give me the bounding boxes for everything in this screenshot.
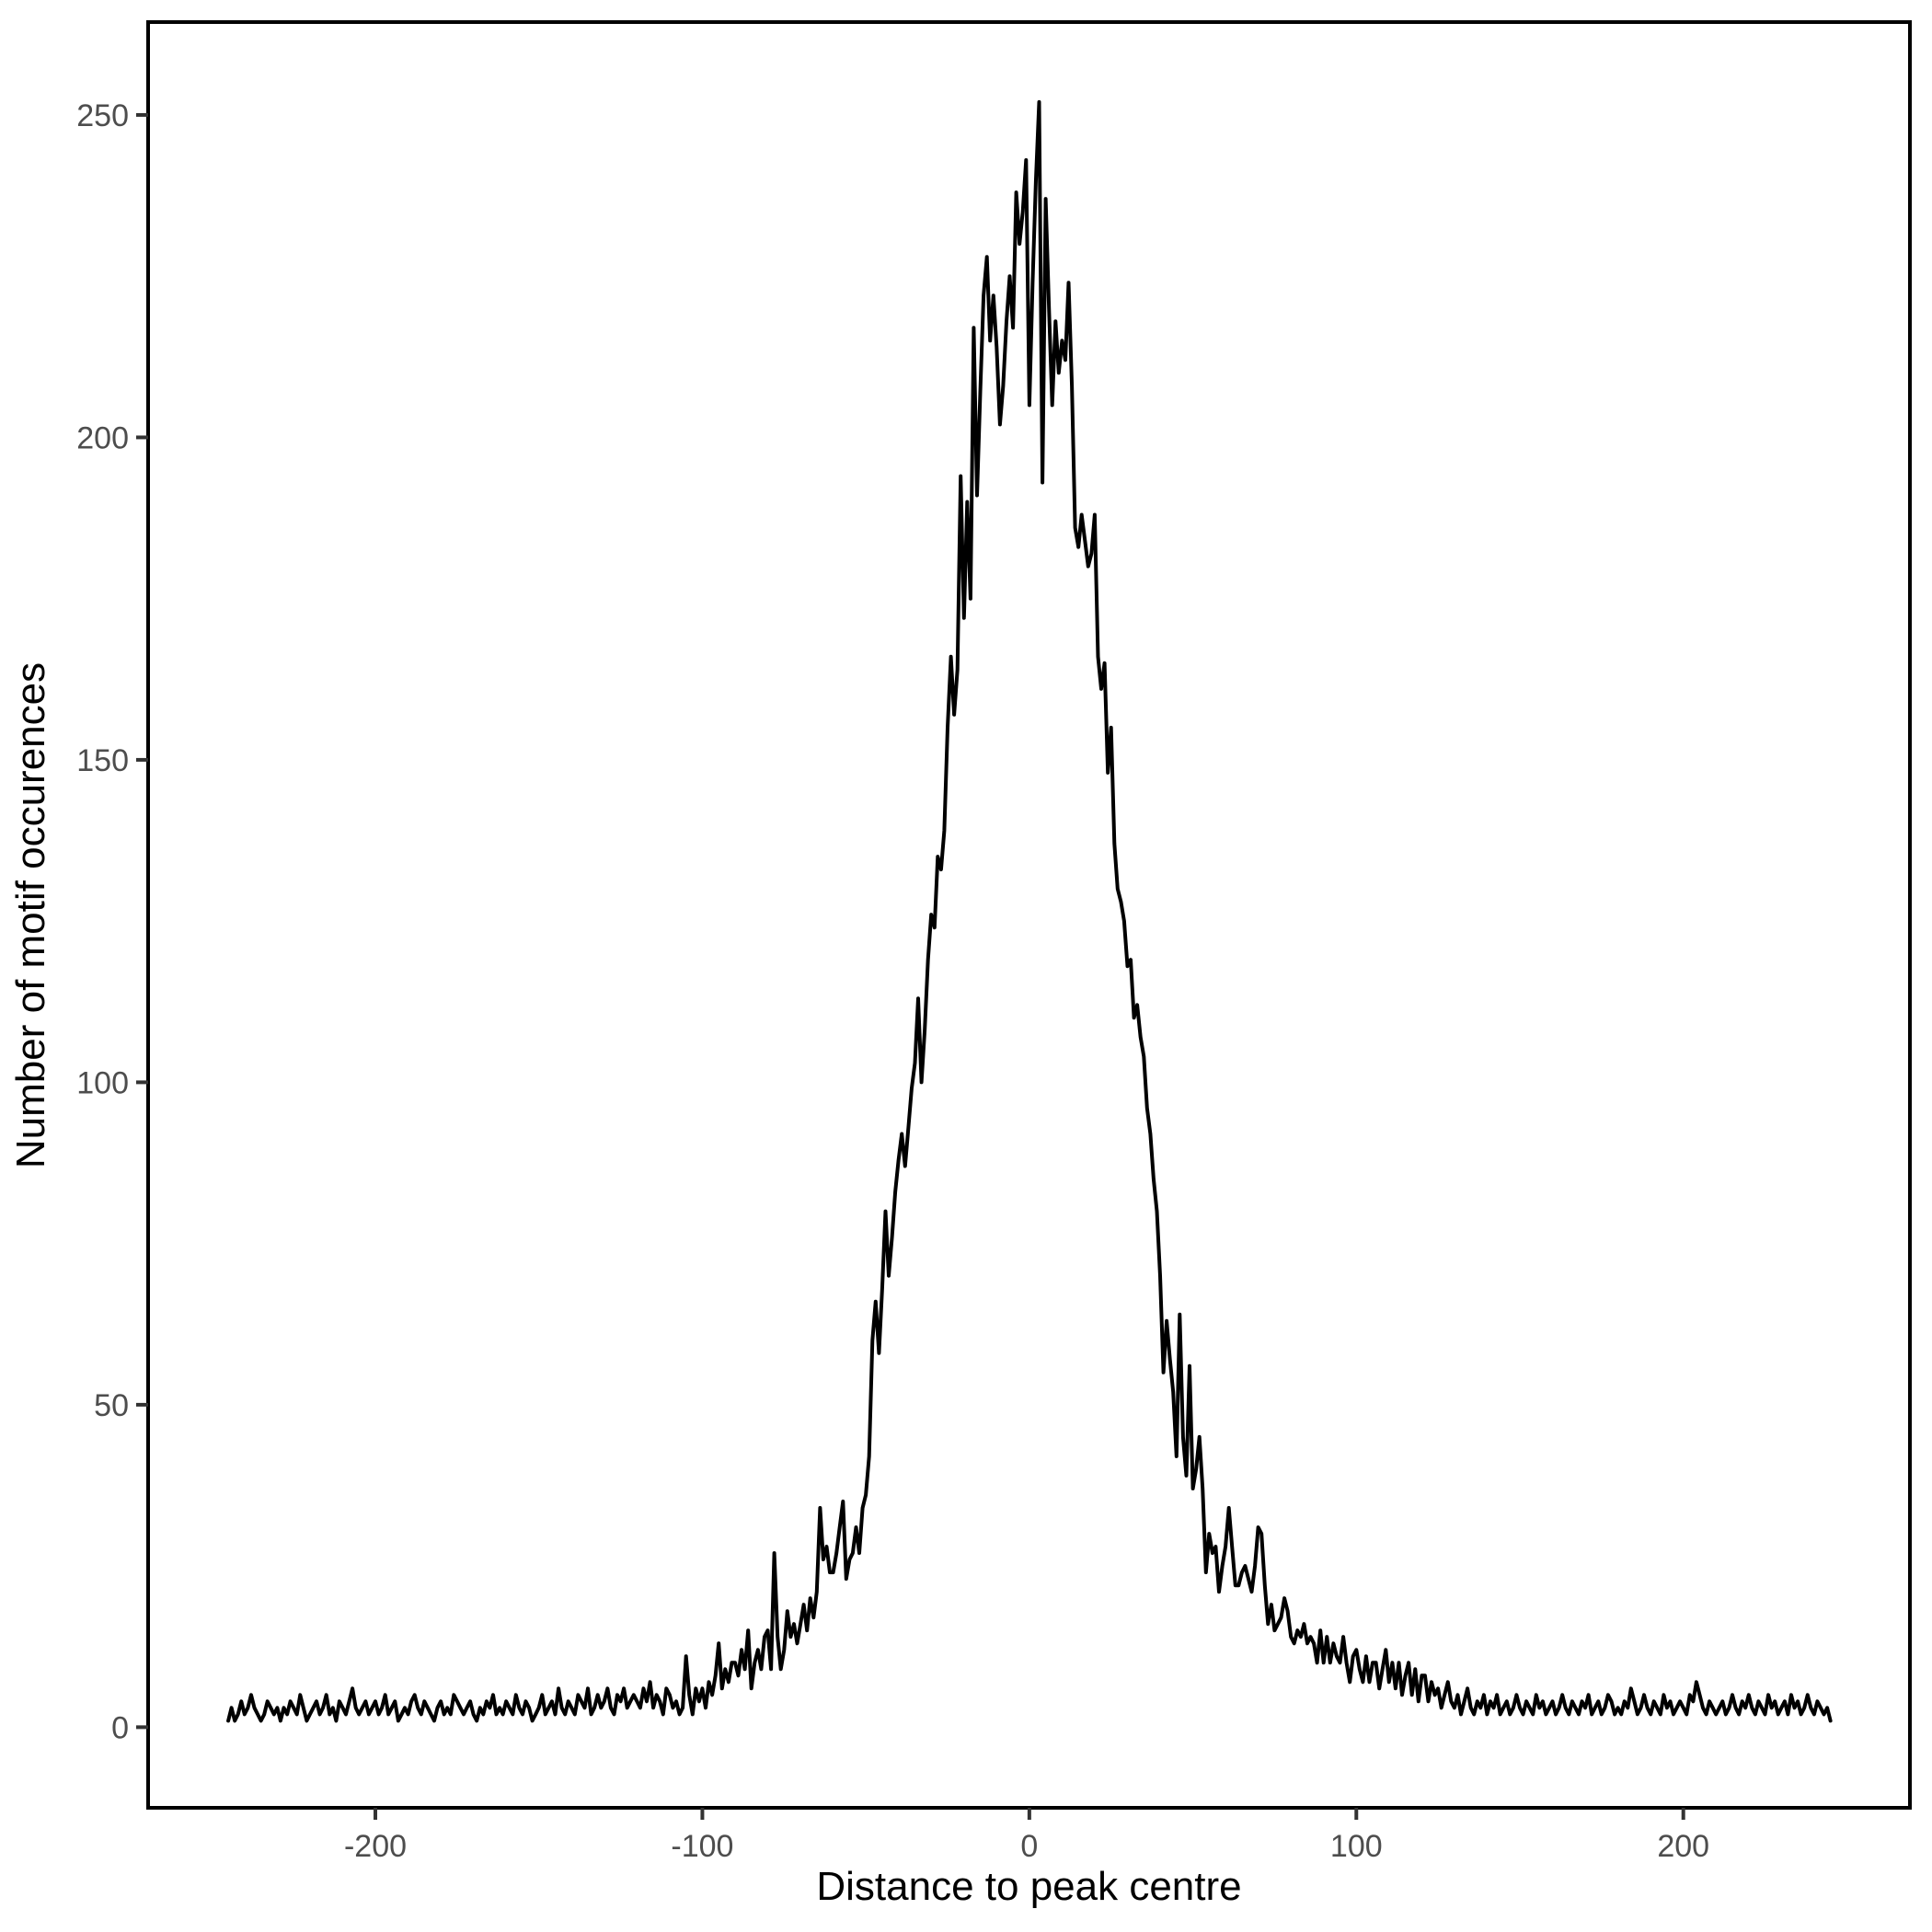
x-tick-label: 0 [1020,1829,1038,1864]
x-tick-label: -200 [344,1829,407,1864]
y-tick-label: 0 [111,1710,129,1745]
x-tick-label: -100 [671,1829,733,1864]
x-tick-label: 200 [1657,1829,1709,1864]
motif-occurrence-line [226,99,1833,1723]
y-tick-label: 200 [76,420,129,455]
x-axis-title: Distance to peak centre [816,1864,1242,1909]
y-tick-label: 150 [76,743,129,778]
y-tick-label: 250 [76,98,129,133]
y-tick-label: 50 [94,1388,129,1423]
y-tick-label: 100 [76,1065,129,1100]
y-axis-title: Number of motif occurences [8,661,53,1169]
x-tick-label: 100 [1330,1829,1383,1864]
